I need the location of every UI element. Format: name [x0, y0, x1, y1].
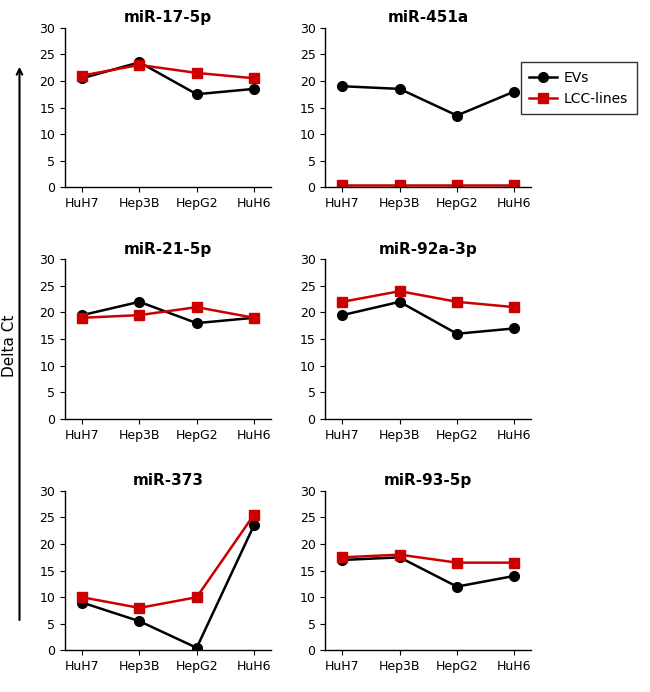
- Title: miR-93-5p: miR-93-5p: [384, 473, 473, 489]
- Title: miR-92a-3p: miR-92a-3p: [379, 242, 478, 257]
- Title: miR-373: miR-373: [133, 473, 203, 489]
- Title: miR-21-5p: miR-21-5p: [124, 242, 212, 257]
- Title: miR-451a: miR-451a: [387, 10, 469, 25]
- Title: miR-17-5p: miR-17-5p: [124, 10, 212, 25]
- Legend: EVs, LCC-lines: EVs, LCC-lines: [521, 62, 636, 114]
- Text: Delta Ct: Delta Ct: [2, 315, 18, 377]
